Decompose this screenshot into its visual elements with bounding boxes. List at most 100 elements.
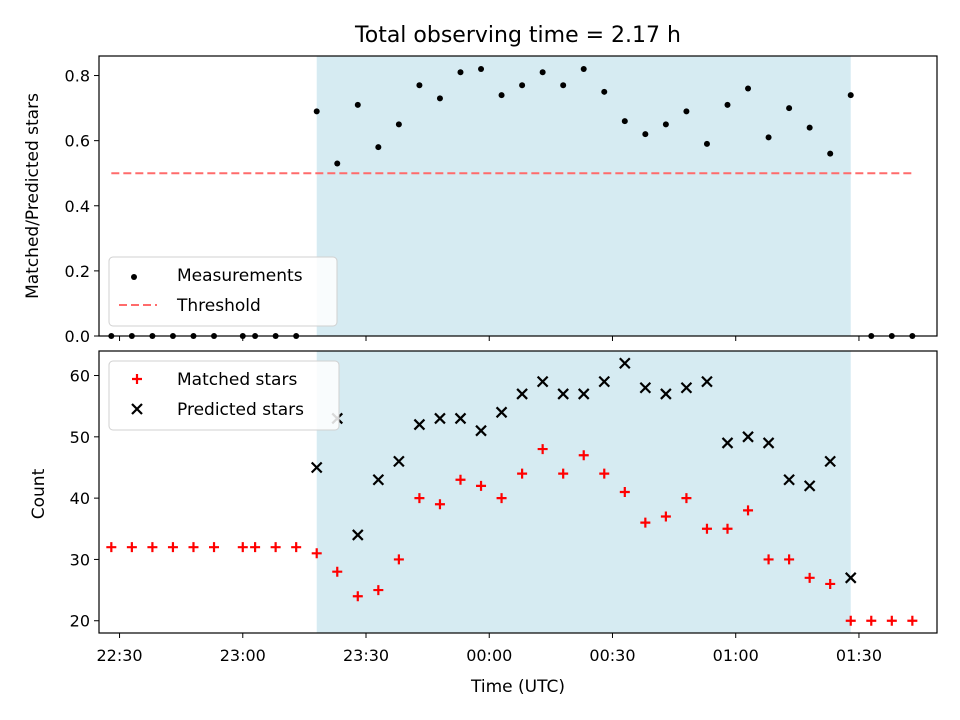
legend-measurements-swatch [131, 274, 137, 280]
matched-stars-point [681, 493, 692, 504]
bottom-y-axis-label: Count [29, 468, 49, 519]
measurement-point [827, 150, 834, 157]
x-tick-label: 00:00 [466, 646, 512, 665]
predicted-stars-point [680, 382, 693, 394]
measurement-point [745, 85, 752, 92]
x-tick-label: 23:00 [220, 646, 266, 665]
predicted-stars-point [598, 375, 611, 388]
legend-box [108, 360, 340, 431]
predicted-stars-point [495, 406, 508, 419]
predicted-stars-point [536, 375, 549, 388]
y-tick-label: 30 [70, 550, 90, 569]
y-tick-label: 0.6 [65, 132, 90, 151]
bottom-panel: 20 30 40 50 60 22:30 23:00 23:30 00:00 00:30 01:00… [70, 350, 938, 665]
measurement-point [621, 118, 628, 125]
predicted-stars-point [475, 424, 487, 437]
predicted-stars-point [557, 388, 569, 400]
x-tick-label: 22:30 [96, 646, 142, 665]
matched-stars-point [866, 615, 877, 626]
predicted-stars-point [721, 437, 734, 449]
measurement-point [662, 121, 669, 128]
predicted-stars-point [783, 473, 795, 486]
measurement-point [354, 101, 361, 108]
measurement-point [724, 101, 731, 108]
y-tick-label: 0.4 [65, 197, 90, 216]
matched-stars-point [476, 480, 487, 491]
matched-stars-point [455, 474, 466, 485]
legend-predicted-swatch [131, 403, 143, 415]
matched-stars-point [784, 554, 795, 565]
predicted-stars-point [352, 529, 364, 541]
predicted-stars-point [577, 388, 590, 400]
matched-stars-point [537, 444, 548, 455]
matched-stars-point [660, 511, 671, 522]
x-tick-label: 00:30 [589, 646, 635, 665]
matched-stars-point [434, 499, 445, 510]
matched-stars-point [250, 542, 261, 553]
predicted-stars-point [660, 388, 672, 400]
y-tick-label: 20 [70, 612, 90, 631]
y-tick-label: 40 [70, 489, 90, 508]
measurement-point [539, 69, 546, 76]
matched-stars-point [332, 566, 343, 577]
matched-stars-point [886, 615, 897, 626]
top-panel: 0.0 0.2 0.4 0.6 0.8 Measurements Threshold [65, 55, 938, 346]
matched-stars-point [147, 542, 158, 553]
measurement-point [847, 92, 854, 99]
legend-label: Measurements [177, 266, 303, 286]
axes-frame [98, 55, 938, 337]
observing-span [316, 351, 851, 633]
predicted-stars-point [619, 357, 631, 370]
axes-frame [98, 350, 938, 634]
matched-stars-point [393, 554, 404, 565]
matched-stars-point [270, 542, 281, 553]
x-tick-label: 23:30 [343, 646, 389, 665]
predicted-stars-point [310, 461, 323, 474]
matched-stars-point [558, 468, 569, 479]
x-tick-label: 01:00 [713, 646, 759, 665]
legend-label: Threshold [176, 296, 261, 316]
measurement-point [436, 95, 443, 102]
predicted-stars-point [413, 418, 426, 431]
matched-stars-point [237, 542, 248, 553]
matched-stars-point [126, 542, 137, 553]
y-tick-label: 0.0 [65, 327, 90, 346]
matched-stars-point [106, 542, 117, 553]
measurement-point [375, 144, 382, 151]
matched-stars-point [640, 517, 651, 528]
measurement-point [786, 105, 793, 112]
matched-stars-point [373, 585, 384, 596]
measurement-point [683, 108, 690, 115]
matched-stars-point [517, 468, 528, 479]
matched-stars-point [845, 615, 856, 626]
y-tick-label: 60 [70, 367, 90, 386]
measurement-point [519, 82, 526, 89]
legend-matched-swatch [132, 374, 142, 384]
legend-box [108, 256, 338, 327]
predicted-stars-point [824, 455, 836, 468]
measurement-point [334, 160, 341, 167]
measurement-point [765, 134, 772, 141]
measurement-point [703, 140, 710, 147]
measurement-point [806, 124, 813, 131]
measurement-point [416, 82, 423, 89]
x-axis-label: Time (UTC) [470, 677, 565, 697]
predicted-stars-point [434, 412, 446, 425]
predicted-stars-point [762, 437, 775, 449]
matched-stars-point [619, 487, 630, 497]
matched-stars-point [209, 542, 220, 553]
predicted-stars-point [701, 375, 713, 388]
matched-stars-point [743, 505, 754, 516]
predicted-stars-point [639, 382, 652, 394]
matched-stars-point [722, 523, 733, 534]
measurement-point [457, 69, 464, 76]
top-y-axis-label: Matched/Predicted stars [23, 93, 43, 299]
matched-stars-point [167, 542, 178, 553]
predicted-stars-point [454, 412, 467, 425]
predicted-stars-point [803, 480, 816, 492]
legend-label: Predicted stars [177, 400, 304, 420]
predicted-stars-point [372, 473, 385, 486]
x-tick-label: 01:30 [836, 646, 882, 665]
matched-stars-point [311, 548, 322, 559]
